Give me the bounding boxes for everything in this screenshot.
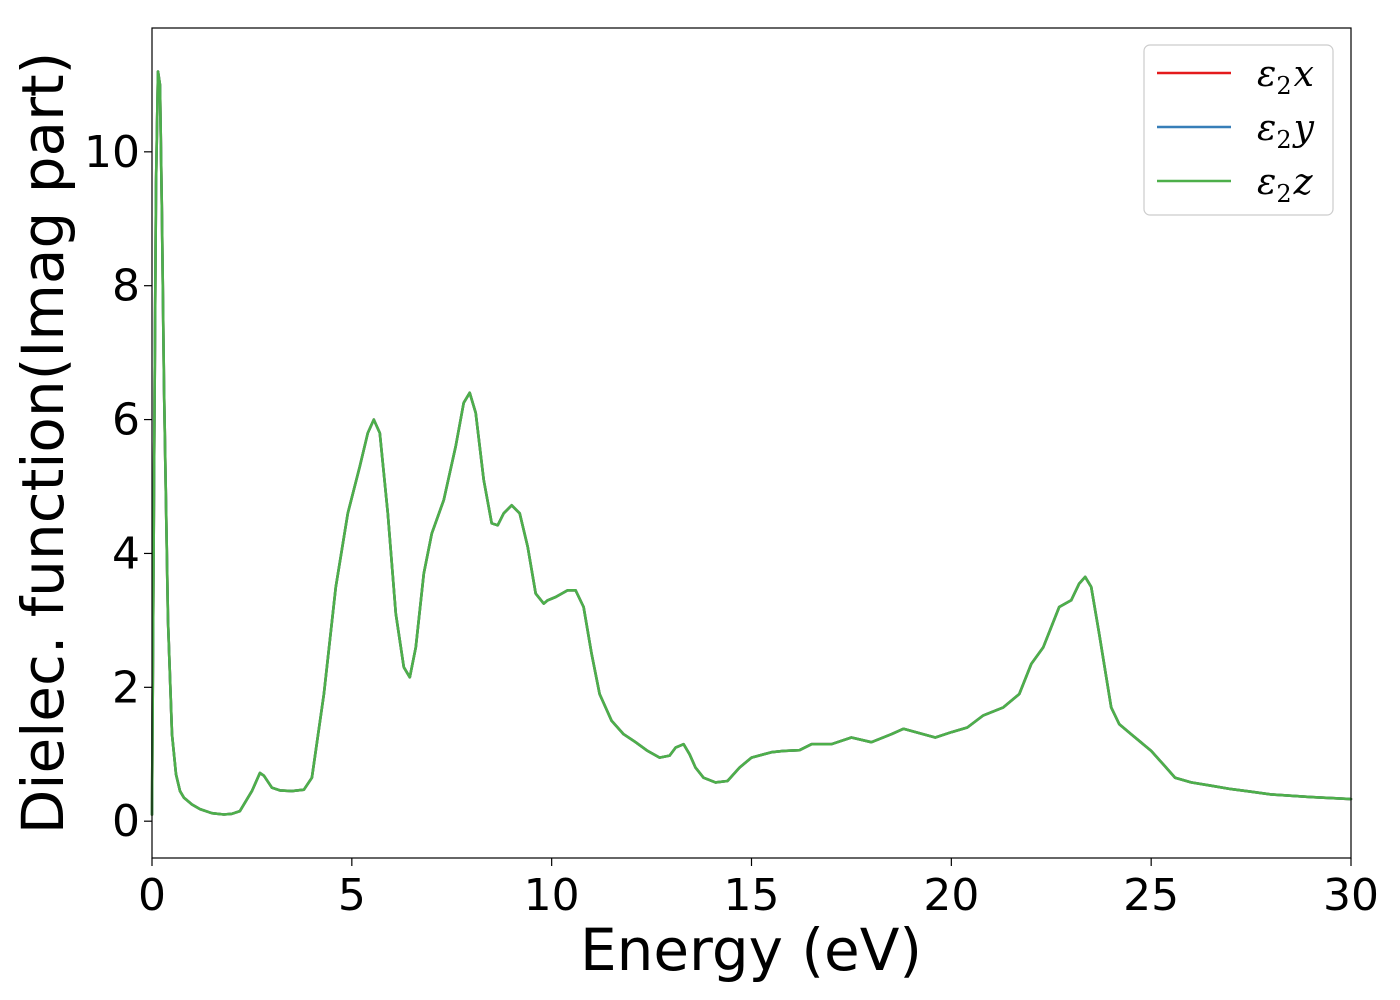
- legend-variable: x: [1294, 54, 1314, 95]
- legend-epsilon: ε: [1257, 54, 1276, 95]
- y-tick-label: 4: [112, 528, 140, 579]
- x-tick-label: 5: [338, 870, 366, 921]
- legend-variable: z: [1293, 162, 1314, 203]
- x-tick-label: 25: [1123, 870, 1179, 921]
- legend-epsilon: ε: [1257, 162, 1276, 203]
- legend-subscript: 2: [1276, 72, 1291, 100]
- x-axis-label: Energy (eV): [580, 916, 922, 984]
- y-tick-label: 0: [112, 796, 140, 847]
- series-layer: [150, 70, 1353, 816]
- x-tick-label: 15: [724, 870, 780, 921]
- y-axis: 0 2 4 6 8 10: [84, 127, 152, 847]
- y-tick-label: 10: [84, 127, 140, 178]
- x-axis: 0 5 10 15 20 25 30: [138, 858, 1379, 921]
- legend-variable: y: [1292, 108, 1315, 149]
- y-tick-label: 2: [112, 662, 140, 713]
- x-tick-label: 30: [1323, 870, 1379, 921]
- x-tick-label: 10: [524, 870, 580, 921]
- legend-label-z: ε2z: [1257, 162, 1314, 208]
- legend-box: [1143, 44, 1334, 216]
- legend-subscript: 2: [1276, 180, 1291, 208]
- x-tick-label: 20: [923, 870, 979, 921]
- x-tick-label: 0: [138, 870, 166, 921]
- y-tick-label: 8: [112, 261, 140, 312]
- legend-label-y: ε2y: [1257, 108, 1315, 154]
- series-line-z: [150, 70, 1353, 816]
- legend-subscript: 2: [1276, 126, 1291, 154]
- y-tick-label: 6: [112, 395, 140, 446]
- legend-epsilon: ε: [1257, 108, 1276, 149]
- y-axis-label: Dielec. function(Imag part): [9, 52, 77, 835]
- legend-label-x: ε2x: [1257, 54, 1314, 100]
